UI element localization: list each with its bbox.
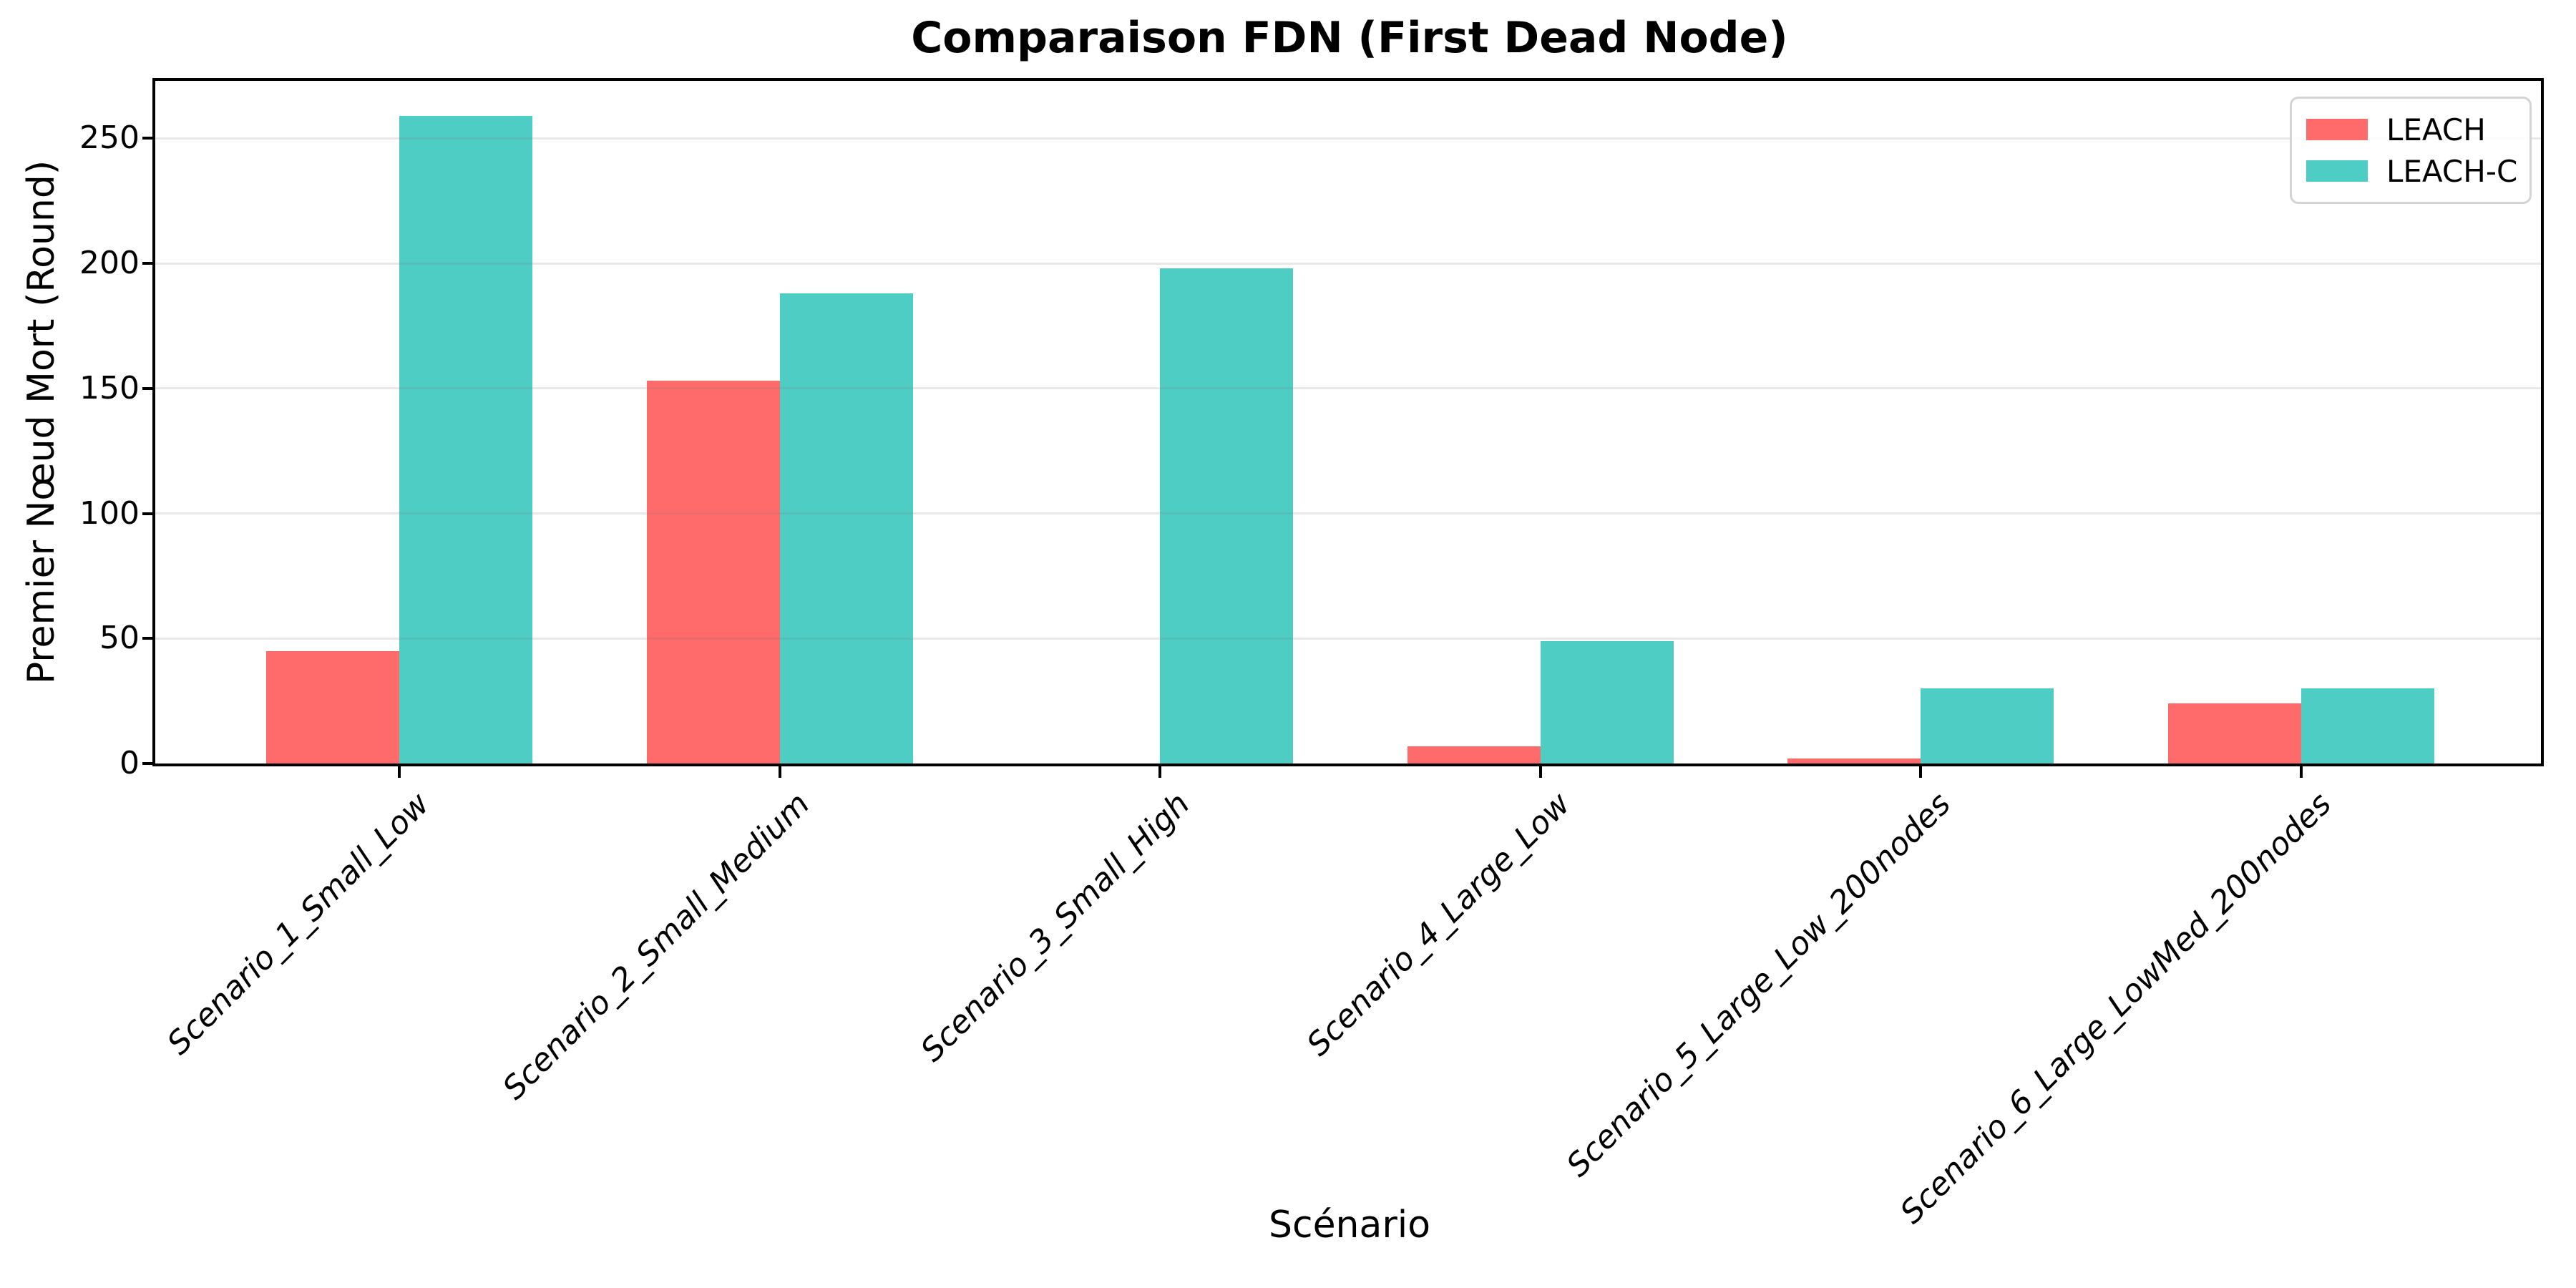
y-tick-label-100: 100 xyxy=(79,494,140,532)
legend-item-leach: LEACH xyxy=(2306,109,2515,150)
x-tick-label-3: Scenario_3_Small_High xyxy=(914,786,1198,1069)
y-tick-0 xyxy=(142,762,152,765)
legend-item-leach-c: LEACH-C xyxy=(2306,150,2518,192)
gridline-y-200 xyxy=(155,262,2541,265)
gridline-y-150 xyxy=(155,387,2541,390)
bar-leach-scenario_4_large_low xyxy=(1407,746,1541,763)
legend-swatch-leach xyxy=(2306,119,2368,140)
x-tick-label-2: Scenario_2_Small_Medium xyxy=(495,786,817,1107)
y-tick-label-50: 50 xyxy=(99,620,140,657)
y-tick-100 xyxy=(142,512,152,515)
bar-leach-c-scenario_2_small_medium xyxy=(779,293,913,763)
y-tick-50 xyxy=(142,637,152,640)
bar-leach-scenario_2_small_medium xyxy=(646,381,780,763)
y-tick-150 xyxy=(142,386,152,390)
chart-title: Comparaison FDN (First Dead Node) xyxy=(911,13,1788,63)
x-tick-6 xyxy=(2299,766,2303,778)
x-tick-4 xyxy=(1538,766,1542,778)
y-tick-label-150: 150 xyxy=(79,369,140,406)
bar-leach-c-scenario_3_small_high xyxy=(1160,268,1293,763)
x-tick-2 xyxy=(778,766,781,778)
legend-label-leach-c: LEACH-C xyxy=(2386,153,2518,189)
x-tick-label-4: Scenario_4_Large_Low xyxy=(1299,786,1578,1063)
y-tick-label-250: 250 xyxy=(79,119,140,157)
bar-leach-c-scenario_5_large_low_200nodes xyxy=(1921,688,2054,763)
y-tick-label-0: 0 xyxy=(119,745,140,781)
bar-leach-c-scenario_4_large_low xyxy=(1540,641,1674,763)
y-axis-label: Premier Nœud Mort (Round) xyxy=(20,160,63,685)
y-tick-250 xyxy=(142,137,152,140)
x-tick-3 xyxy=(1158,766,1161,778)
legend: LEACH LEACH-C xyxy=(2290,97,2532,204)
x-tick-label-1: Scenario_1_Small_Low xyxy=(160,786,437,1063)
bar-leach-scenario_6_large_lowmed_200nodes xyxy=(2167,703,2301,763)
x-tick-5 xyxy=(1919,766,1922,778)
x-tick-label-6: Scenario_6_Large_LowMed_200nodes xyxy=(1893,786,2338,1231)
bar-leach-c-scenario_1_small_low xyxy=(399,116,532,763)
x-tick-label-5: Scenario_5_Large_Low_200nodes xyxy=(1559,786,1958,1184)
legend-label-leach: LEACH xyxy=(2386,112,2486,147)
bar-leach-scenario_1_small_low xyxy=(266,651,399,763)
gridline-y-250 xyxy=(155,137,2541,140)
gridline-y-50 xyxy=(155,637,2541,640)
x-tick-1 xyxy=(398,766,401,778)
x-axis-label: Scénario xyxy=(1268,1204,1431,1246)
gridline-y-100 xyxy=(155,512,2541,515)
y-tick-label-200: 200 xyxy=(79,245,140,282)
bar-leach-scenario_5_large_low_200nodes xyxy=(1787,758,1921,763)
bar-leach-c-scenario_6_large_lowmed_200nodes xyxy=(2301,688,2434,763)
y-tick-200 xyxy=(142,262,152,265)
legend-swatch-leach-c xyxy=(2306,160,2368,182)
